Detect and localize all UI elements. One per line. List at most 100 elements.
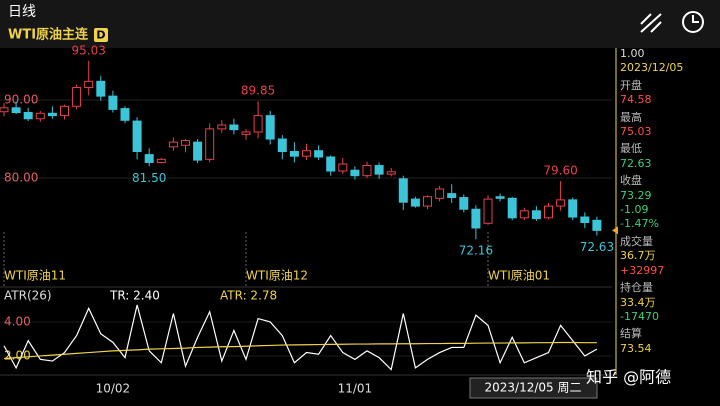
candle-body (350, 169, 360, 177)
row-value: -17470 (620, 309, 659, 323)
contract-label: WTI原油01 (488, 269, 550, 283)
candle-body (423, 196, 432, 207)
price-annotation: 95.03 (72, 43, 106, 57)
period: 日线 (8, 4, 36, 20)
candle-body (531, 210, 541, 220)
candle-body (568, 199, 578, 218)
candle-body (592, 219, 602, 231)
y-tick-label: 80.00 (4, 171, 38, 185)
watermark: 知乎 @阿德 (586, 368, 671, 387)
row-value: 75.03 (620, 125, 652, 139)
candle-body (241, 131, 251, 135)
row-label: 最低 (620, 142, 642, 156)
candle-body (459, 197, 469, 210)
candle-body (205, 128, 215, 160)
y-tick-label: 4.00 (4, 314, 31, 328)
candle-body (23, 112, 33, 120)
draw-icon[interactable] (640, 13, 662, 33)
row-value: 74.58 (620, 93, 652, 107)
row-value: -1.09 (620, 203, 649, 217)
candle-body (374, 165, 384, 175)
candle-body (253, 115, 263, 133)
price-annotation: 81.50 (132, 171, 166, 185)
candle-body (302, 150, 311, 157)
price-annotation: 72.16 (459, 244, 493, 258)
row-label: 结算 (620, 327, 642, 341)
badge-bg (94, 28, 108, 42)
clock-icon[interactable] (682, 11, 704, 33)
cursor-label: 2023/12/05 周二 (485, 381, 582, 395)
candle-body (483, 198, 493, 224)
candle-body (435, 188, 445, 199)
row-value: 72.63 (620, 156, 652, 170)
symbol: WTI原油主连 (8, 27, 89, 43)
candle-body (265, 115, 275, 140)
candle-body (120, 108, 130, 121)
row-label: 成交量 (620, 234, 653, 248)
y-tick-label: 2.00 (4, 348, 31, 362)
candle-body (11, 107, 21, 114)
row-label: 最高 (620, 110, 642, 124)
candle-body (447, 193, 457, 199)
candle-body (229, 124, 239, 131)
row-label: 开盘 (620, 78, 642, 92)
candle-body (193, 141, 203, 161)
candle-body (556, 199, 566, 207)
candle-body (0, 107, 9, 113)
row-value: 73.54 (620, 341, 652, 355)
candle-body (495, 196, 505, 199)
price-annotation: 72.63 (580, 240, 614, 254)
candle-body (84, 80, 94, 89)
indicator-line (3, 304, 598, 371)
indicator-title: ATR(26) (4, 289, 52, 303)
candle-body (217, 124, 227, 130)
candle-body (47, 112, 57, 117)
row-value: 36.7万 (620, 249, 656, 263)
top-bar (0, 0, 720, 48)
candle-body (132, 120, 142, 153)
row-label: 持仓量 (620, 281, 653, 295)
candle-body (277, 138, 287, 153)
candle-body (314, 150, 324, 158)
candle-body (108, 95, 118, 110)
candle-body (156, 158, 166, 163)
last-price-marker (612, 226, 618, 235)
info-panel: 1.00 2023/12/05 开盘 74.58 最高 75.03 最低 72.63 收盘 73.… (620, 47, 718, 356)
cursor-box (469, 377, 598, 399)
row-label: 收盘 (620, 174, 642, 188)
date: 2023/12/05 (620, 61, 684, 75)
candle-body (96, 80, 106, 97)
candle-body (326, 156, 336, 172)
candle-body (544, 205, 553, 219)
price-annotation: 79.60 (543, 164, 577, 178)
y-tick-label: 90.00 (4, 93, 38, 107)
legend-entry: TR: 2.40 (109, 289, 160, 303)
candle-body (362, 165, 372, 177)
candle-body (60, 105, 69, 117)
row-value: 73.29 (620, 188, 652, 202)
candle-body (410, 198, 420, 207)
candle-body (181, 140, 190, 146)
x-tick-label: 10/02 (96, 382, 131, 396)
x-tick-label: 11/01 (338, 382, 373, 396)
candle-body (35, 112, 45, 120)
candle-body (168, 141, 178, 148)
candle-body (386, 171, 396, 175)
candle-body (519, 210, 529, 219)
indicator-line (3, 341, 597, 360)
contract-label: WTI原油12 (246, 269, 308, 283)
candle-body (338, 163, 348, 172)
candle-body (580, 216, 590, 223)
badge: D (96, 29, 105, 42)
candle-body (398, 178, 408, 203)
row-value: 33.4万 (620, 295, 656, 309)
price-annotation: 89.85 (241, 84, 275, 98)
row-value: -1.47% (620, 217, 659, 231)
scale: 1.00 (620, 47, 645, 60)
candle-body (144, 154, 154, 163)
candle-body (72, 87, 82, 107)
contract-label: WTI原油11 (4, 269, 66, 283)
candle-body (289, 151, 299, 157)
